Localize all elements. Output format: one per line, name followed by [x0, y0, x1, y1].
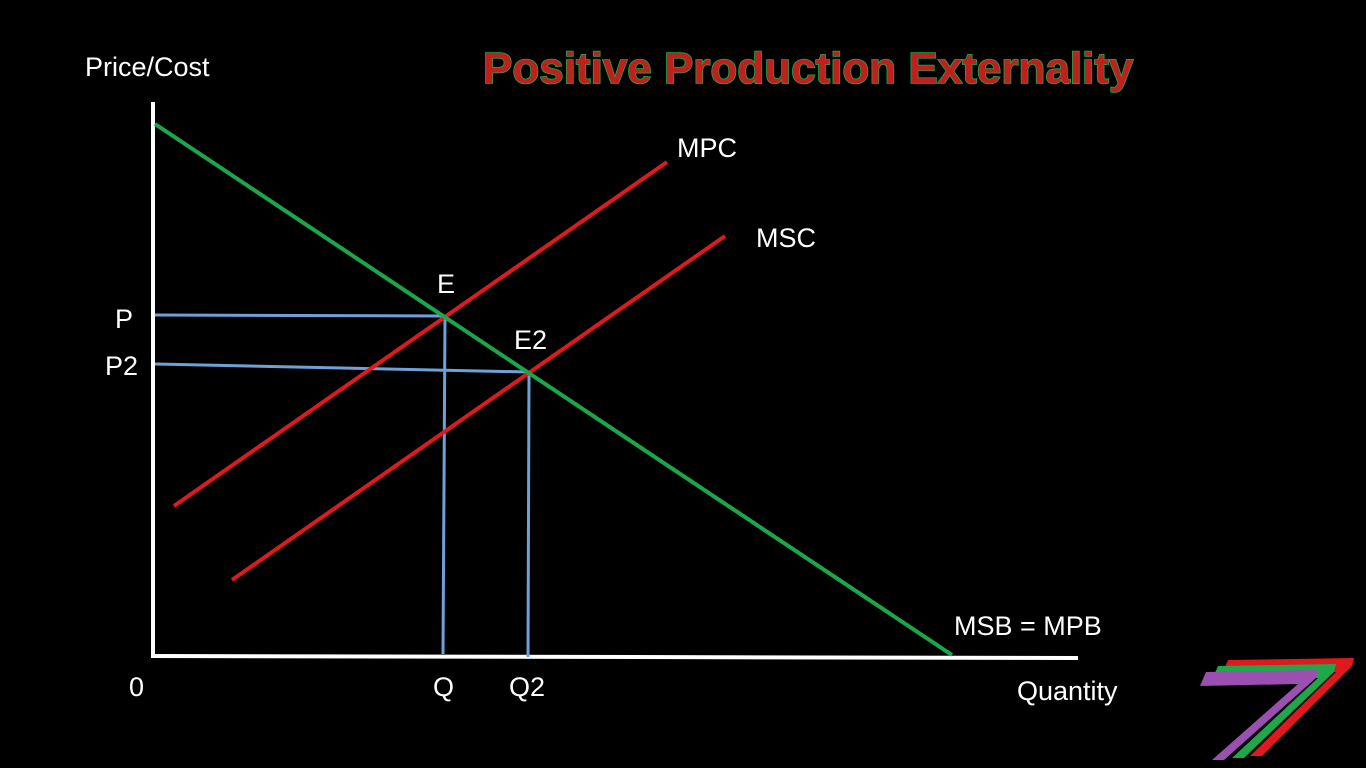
- quantity-q2-label: Q2: [509, 672, 545, 702]
- y-axis-label: Price/Cost: [85, 52, 210, 82]
- x-axis-label: Quantity: [1017, 676, 1118, 706]
- price-guide-line-p: [154, 313, 446, 318]
- origin-label: 0: [129, 672, 144, 702]
- price-guide-line-p2: [154, 362, 530, 374]
- quantity-guide-line-q2: [526, 371, 531, 658]
- logo-stripe-purple: [1200, 670, 1318, 760]
- mpc-label: MPC: [677, 133, 737, 163]
- mpc-curve: [172, 160, 669, 508]
- msb-mpb-curve: [153, 122, 954, 657]
- msb-mpb-label: MSB = MPB: [954, 611, 1102, 641]
- stylized-seven-logo-icon: [1200, 658, 1354, 760]
- quantity-guide-line-q: [441, 315, 447, 655]
- equilibrium-e-label: E: [437, 269, 455, 299]
- price-p-label: P: [115, 304, 133, 334]
- quantity-q-label: Q: [433, 672, 454, 702]
- x-axis: [150, 654, 1079, 660]
- price-p2-label: P2: [105, 351, 138, 381]
- equilibrium-e2-label: E2: [514, 325, 547, 355]
- diagram-title: Positive Production Externality: [483, 44, 1134, 93]
- msc-label: MSC: [756, 223, 816, 253]
- msc-curve: [230, 234, 727, 582]
